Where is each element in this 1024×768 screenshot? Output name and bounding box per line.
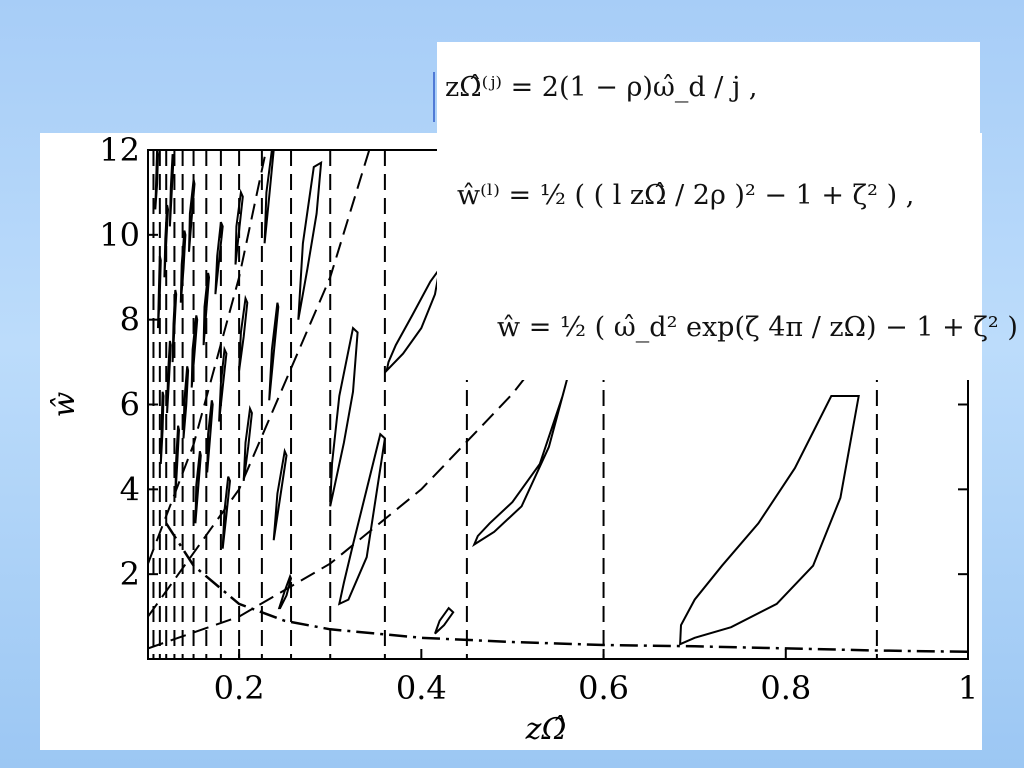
instability-tongue-30	[157, 255, 162, 329]
x-tick-label-1: 0.4	[396, 669, 447, 707]
instability-tongue-3	[434, 606, 455, 635]
instability-tongue-10	[263, 150, 275, 244]
y-tick-label-1: 4	[120, 470, 140, 508]
instability-tongue-2	[384, 268, 441, 374]
x-tick-label-4: 1	[958, 669, 978, 707]
y-tick-label-2: 6	[120, 386, 140, 424]
instability-tongue-4	[337, 432, 386, 606]
dashed-curve-2	[148, 150, 268, 564]
instability-tongue-21	[188, 179, 196, 252]
x-tick-label-3: 0.8	[760, 669, 811, 707]
threshold-curve	[165, 522, 968, 654]
instability-tongue-29	[159, 391, 165, 464]
instability-tongue-16	[214, 221, 224, 295]
instability-tongue-9	[268, 302, 280, 401]
instability-tongue-19	[194, 450, 202, 524]
instability-tongue-25	[171, 289, 178, 363]
instability-tongue-13	[234, 188, 244, 265]
instability-tongue-23	[179, 230, 187, 303]
instability-tongue-17	[206, 400, 214, 473]
instability-tongue-11	[242, 405, 253, 482]
y-tick-label-4: 10	[99, 216, 140, 254]
instability-tongue-15	[218, 345, 228, 422]
instability-tongue-31	[154, 150, 160, 210]
y-tick-label-5: 12	[99, 133, 140, 169]
instability-tongue-0	[679, 395, 860, 646]
equation-w-curve: ŵ = ½ ( ω̂_d² exp(ζ 4π / zΩ) − 1 + ζ² )	[497, 312, 1018, 343]
instability-tongue-12	[238, 294, 249, 371]
instability-tongue-22	[182, 366, 190, 439]
dashed-curve-1	[148, 150, 371, 618]
link-fragment	[433, 72, 443, 122]
instability-tongue-14	[221, 476, 232, 549]
instability-tongue-5	[329, 326, 359, 507]
instability-tongue-6	[297, 160, 323, 320]
y-tick-label-0: 2	[120, 555, 140, 593]
instability-tongue-20	[190, 315, 199, 388]
instability-tongue-27	[166, 340, 172, 414]
instability-tongue-8	[272, 447, 288, 541]
instability-tongue-18	[202, 272, 211, 346]
instability-tongue-28	[163, 204, 170, 278]
equation-panel: zΩ̂⁽ʲ⁾ = 2(1 − ρ)ω̂_d / j , ŵ⁽ˡ⁾ = ½ ( (…	[437, 42, 1018, 380]
equation-omega-j: zΩ̂⁽ʲ⁾ = 2(1 − ρ)ω̂_d / j ,	[445, 72, 758, 103]
dashed-curve-0	[148, 150, 689, 650]
y-axis-title: ŵ	[47, 391, 82, 417]
instability-tongue-1	[472, 378, 569, 548]
x-tick-label-2: 0.6	[578, 669, 629, 707]
instability-tongue-7	[277, 573, 293, 610]
instability-tongue-24	[174, 425, 181, 498]
instability-tongue-26	[168, 153, 175, 227]
y-tick-label-3: 8	[120, 301, 140, 339]
x-tick-label-0: 0.2	[214, 669, 265, 707]
equation-w-l: ŵ⁽ˡ⁾ = ½ ( ( l zΩ̂ / 2ρ )² − 1 + ζ² ) ,	[457, 180, 915, 211]
x-axis-title: zΩ̂	[525, 712, 567, 747]
